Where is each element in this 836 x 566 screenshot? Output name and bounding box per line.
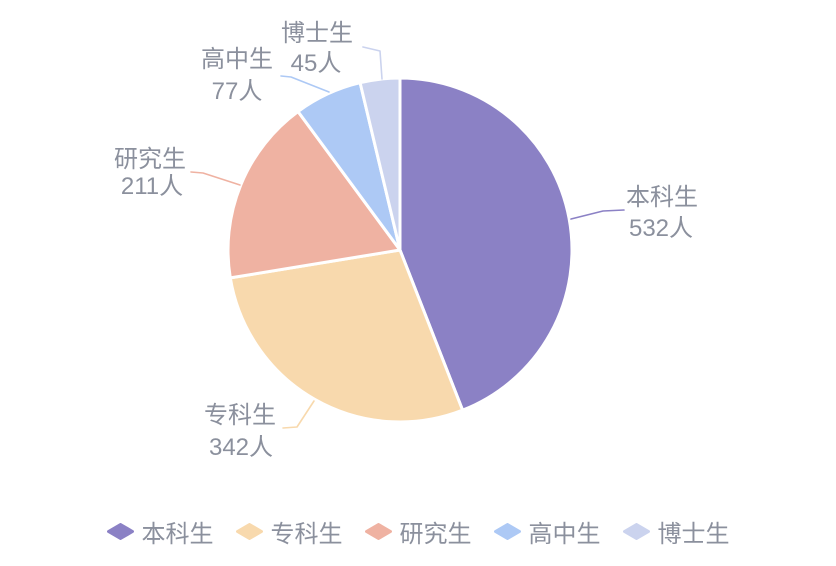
pie-slice-4[interactable] (358, 76, 402, 252)
pie-slice-0[interactable] (398, 76, 574, 412)
slice-label-name-4: 博士生 (281, 20, 353, 47)
slice-label-value-4: 45人 (291, 50, 342, 77)
legend-item-1[interactable]: 专科生 (235, 514, 343, 549)
diamond-icon (106, 523, 134, 540)
slice-label-name-3: 高中生 (201, 46, 273, 73)
label-line-2 (190, 171, 241, 186)
slice-label-value-0: 532人 (629, 215, 693, 242)
slice-label-value-3: 77人 (212, 78, 263, 105)
slice-label-name-1: 专科生 (204, 402, 276, 429)
diamond-icon (235, 523, 263, 540)
legend-item-4[interactable]: 博士生 (622, 514, 730, 549)
legend-item-2[interactable]: 研究生 (364, 514, 472, 549)
slice-label-value-1: 342人 (209, 434, 273, 461)
legend-item-0[interactable]: 本科生 (106, 514, 214, 549)
diamond-icon (622, 523, 650, 540)
pie-slice-1[interactable] (228, 248, 465, 424)
legend: 本科生 专科生 研究生 高中生 博士生 (0, 514, 836, 549)
legend-label-3: 高中生 (528, 521, 601, 548)
label-line-0 (570, 209, 625, 220)
legend-item-3[interactable]: 高中生 (493, 514, 601, 549)
legend-label-4: 博士生 (657, 521, 730, 548)
diamond-icon (493, 523, 521, 540)
label-line-4 (362, 46, 383, 80)
slice-label-name-2: 研究生 (114, 146, 186, 173)
legend-label-0: 本科生 (141, 521, 214, 548)
label-line-3 (280, 75, 330, 93)
slice-label-name-0: 本科生 (626, 184, 698, 211)
diamond-icon (364, 523, 392, 540)
legend-label-2: 研究生 (399, 521, 472, 548)
label-line-1 (282, 400, 315, 429)
slice-label-value-2: 211人 (121, 173, 183, 200)
legend-label-1: 专科生 (270, 521, 343, 548)
